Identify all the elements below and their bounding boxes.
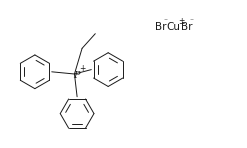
Text: Br: Br <box>181 22 192 32</box>
Text: +: + <box>79 64 86 73</box>
Text: Cu: Cu <box>167 22 181 32</box>
Text: ⁻: ⁻ <box>189 17 194 26</box>
Text: P: P <box>73 71 80 80</box>
Text: Br: Br <box>155 22 166 32</box>
Text: ±: ± <box>178 17 184 26</box>
Text: ⁻: ⁻ <box>164 17 168 26</box>
